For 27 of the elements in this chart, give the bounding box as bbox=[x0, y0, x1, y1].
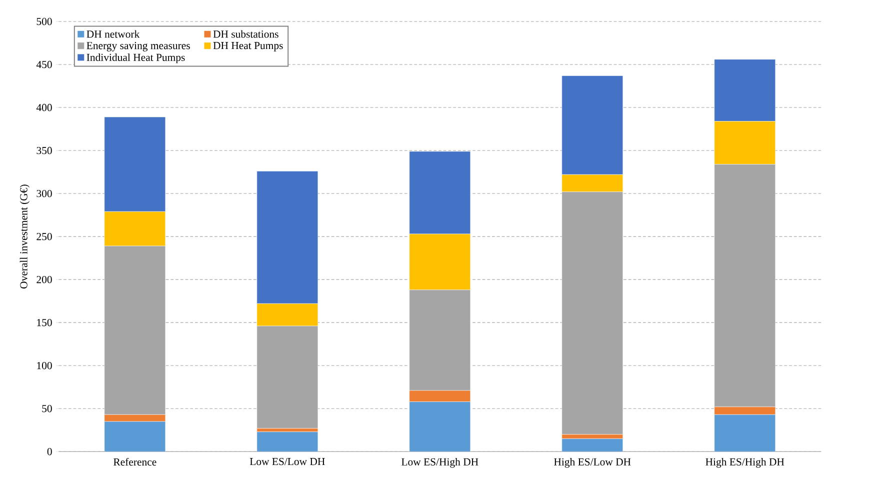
bar bbox=[714, 414, 776, 452]
y-tick-label: 400 bbox=[36, 104, 52, 112]
y-tick-label: 250 bbox=[36, 233, 52, 240]
y-tick-label: 100 bbox=[37, 362, 52, 370]
y-tick-label: 0 bbox=[47, 448, 52, 456]
x-tick-label: Low ES/Low DH bbox=[250, 458, 325, 466]
y-tick-label: 350 bbox=[36, 147, 52, 154]
y-axis-title: Overall investment (G€) bbox=[20, 184, 30, 289]
bar bbox=[256, 432, 318, 452]
legend-label: DH network bbox=[86, 30, 140, 38]
y-tick-label: 150 bbox=[37, 319, 52, 326]
legend-label: Energy saving measures bbox=[86, 42, 190, 52]
y-tick-label: 200 bbox=[36, 276, 52, 284]
x-tick-label: Reference bbox=[114, 458, 156, 466]
bar bbox=[562, 438, 623, 452]
x-tick-label: High ES/Low DH bbox=[554, 458, 631, 468]
y-tick-label: 300 bbox=[36, 190, 52, 198]
legend-label: DH Heat Pumps bbox=[213, 42, 283, 52]
legend-label: DH substations bbox=[213, 30, 278, 38]
bar bbox=[104, 421, 166, 452]
y-tick-label: 450 bbox=[36, 61, 52, 68]
x-tick-label: High ES/High DH bbox=[706, 458, 784, 468]
bar bbox=[409, 402, 471, 452]
x-tick-label: Low ES/High DH bbox=[402, 458, 478, 468]
y-tick-label: 50 bbox=[42, 405, 52, 412]
y-tick-label: 500 bbox=[36, 18, 52, 26]
legend-label: Individual Heat Pumps bbox=[86, 54, 185, 64]
